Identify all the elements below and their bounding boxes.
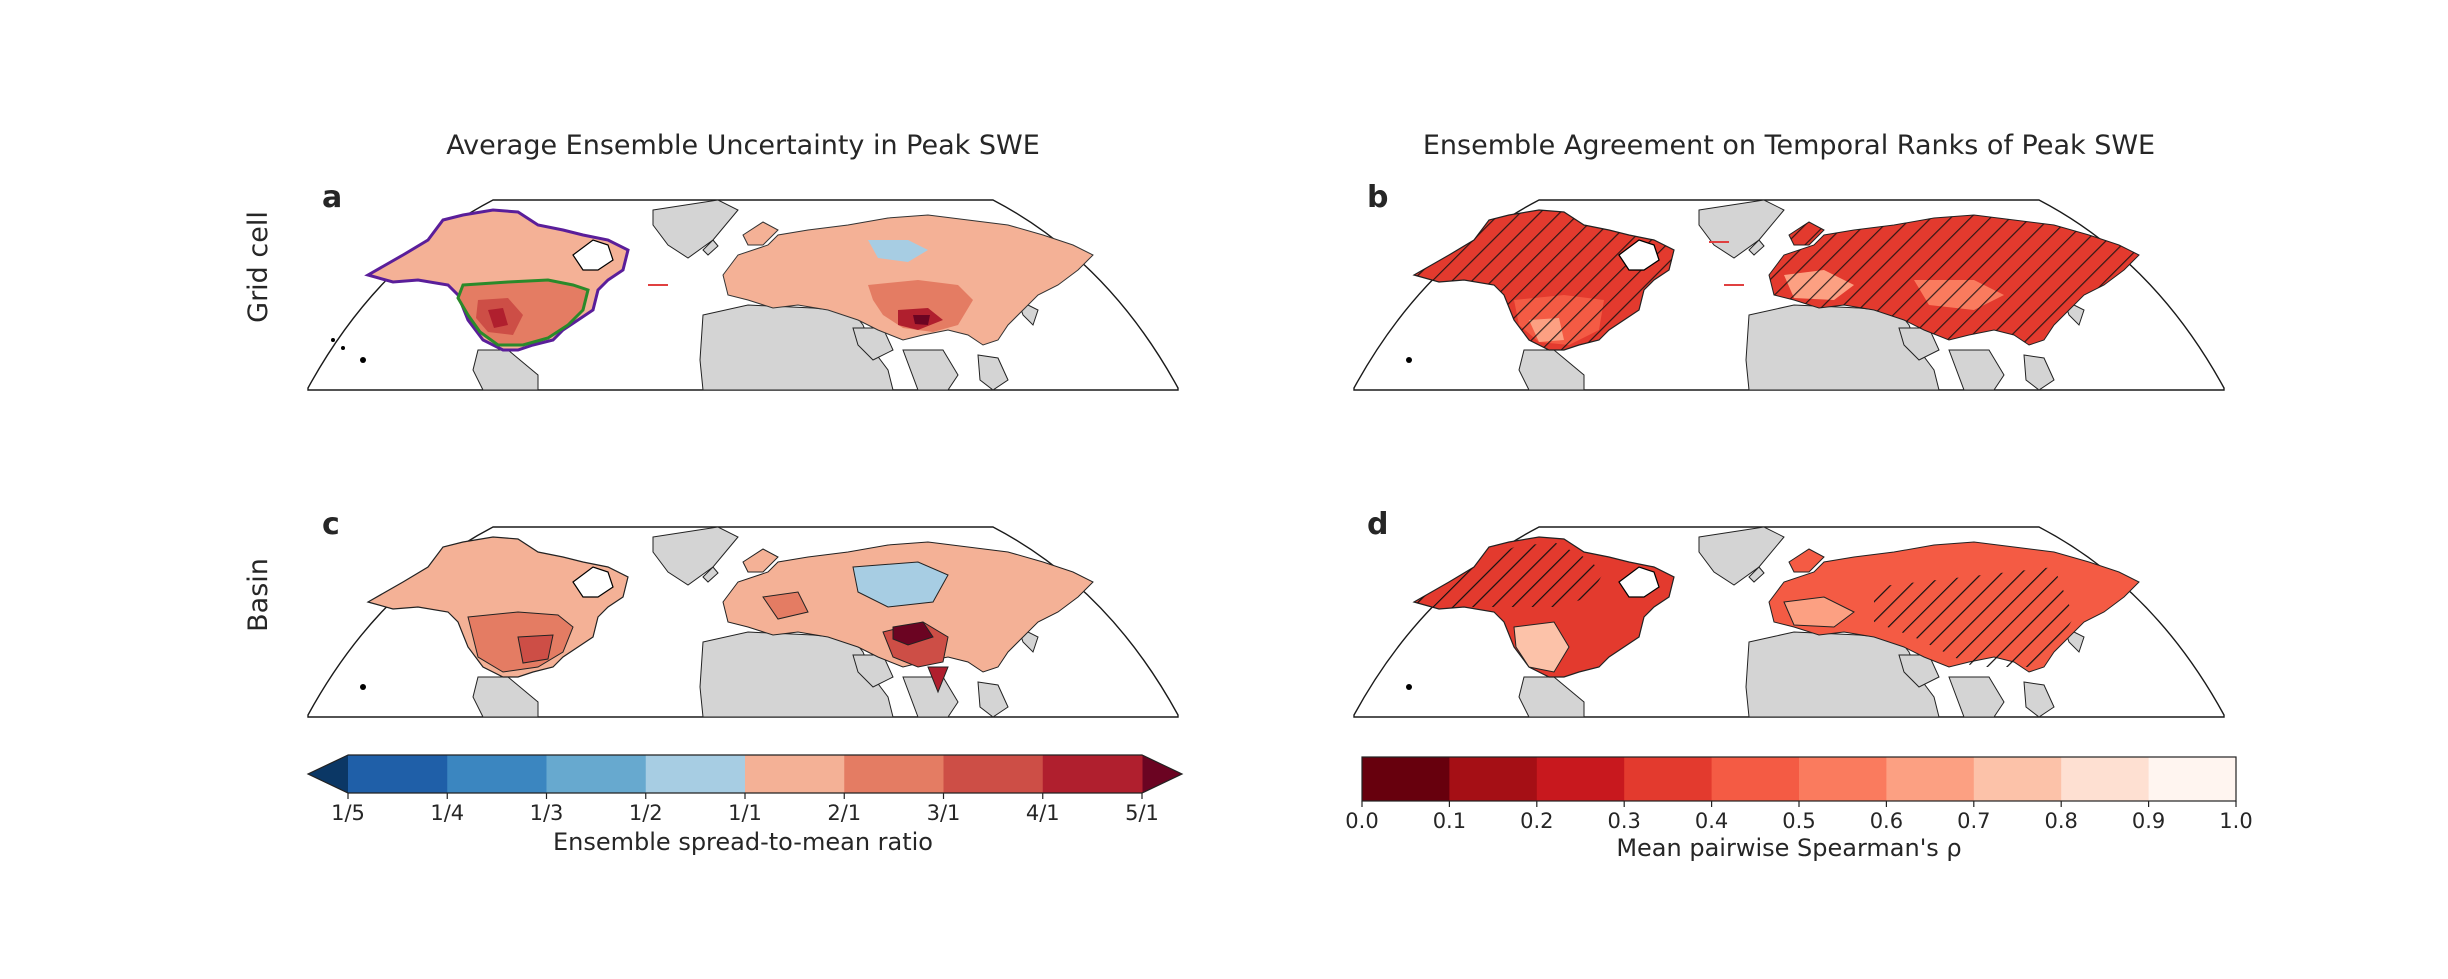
- colorbar-right-tick-label: 0.2: [1520, 809, 1554, 833]
- colorbar-left-swatch: [447, 755, 547, 793]
- colorbar-right-swatch: [1886, 757, 1975, 801]
- colorbar-right-tick-label: 0.6: [1869, 809, 1904, 833]
- colorbar-right-swatch: [1362, 757, 1450, 801]
- colorbar-left-tick-label: 2/1: [827, 801, 862, 825]
- colorbar-right-tick-label: 0.0: [1345, 809, 1379, 833]
- colorbar-left-swatch: [645, 755, 746, 793]
- colorbar-left-extend-high: [1142, 755, 1182, 793]
- colorbar-left-swatch: [546, 755, 647, 793]
- colorbar-right-tick-label: 0.3: [1607, 809, 1641, 833]
- colorbar-right-label: Mean pairwise Spearman's ρ: [1616, 834, 1962, 862]
- colorbar-left-tick-label: 1/3: [529, 801, 564, 825]
- colorbar-right-swatch: [2061, 757, 2150, 801]
- colorbar-left-tick-label: 3/1: [926, 801, 961, 825]
- panel-letter-a: a: [322, 180, 343, 215]
- panel-letter-b: b: [1367, 180, 1389, 215]
- colorbar-right-tick-label: 0.1: [1432, 809, 1467, 833]
- colorbar-left-tick-label: 1/5: [331, 801, 365, 825]
- colorbar-right-tick-label: 0.8: [2044, 809, 2078, 833]
- colorbar-left: [306, 754, 1184, 799]
- column-title-right: Ensemble Agreement on Temporal Ranks of …: [1422, 130, 2156, 161]
- colorbar-left-swatch: [745, 755, 845, 793]
- colorbar-right-swatch: [1624, 757, 1713, 801]
- colorbar-left-tick-label: 4/1: [1025, 801, 1060, 825]
- colorbar-right-swatch: [1449, 757, 1538, 801]
- map-panel-c: [307, 526, 1179, 718]
- colorbar-left-tick-label: 1/1: [728, 801, 762, 825]
- colorbar-right-tick-label: 0.9: [2131, 809, 2166, 833]
- colorbar-left-tick-label: 1/4: [430, 801, 465, 825]
- colorbar-right-swatch: [1711, 757, 1800, 801]
- colorbar-right-swatch: [1536, 757, 1625, 801]
- colorbar-left-swatch: [348, 755, 448, 793]
- colorbar-left-tick-label: 1/2: [628, 801, 663, 825]
- panel-letter-c: c: [322, 507, 340, 542]
- colorbar-right-swatch: [2148, 757, 2237, 801]
- map-panel-a: [307, 199, 1179, 391]
- colorbar-right-swatch: [1973, 757, 2062, 801]
- colorbar-right-tick-label: 0.5: [1782, 809, 1816, 833]
- colorbar-left-swatch: [844, 755, 944, 793]
- column-title-left: Average Ensemble Uncertainty in Peak SWE: [446, 130, 1040, 161]
- colorbar-left-tick-label: 5/1: [1125, 801, 1159, 825]
- colorbar-left-swatch: [943, 755, 1044, 793]
- map-panel-d: [1353, 526, 2225, 718]
- colorbar-left-swatch: [1042, 755, 1143, 793]
- colorbar-left-label: Ensemble spread-to-mean ratio: [553, 828, 933, 856]
- colorbar-right: [1361, 756, 2237, 807]
- panel-letter-d: d: [1367, 507, 1389, 542]
- colorbar-right-tick-label: 1.0: [2219, 809, 2253, 833]
- colorbar-left-extend-low: [308, 755, 348, 793]
- colorbar-right-swatch: [1799, 757, 1887, 801]
- map-panel-b: [1353, 199, 2225, 391]
- colorbar-right-tick-label: 0.4: [1694, 809, 1729, 833]
- colorbar-right-tick-label: 0.7: [1957, 809, 1991, 833]
